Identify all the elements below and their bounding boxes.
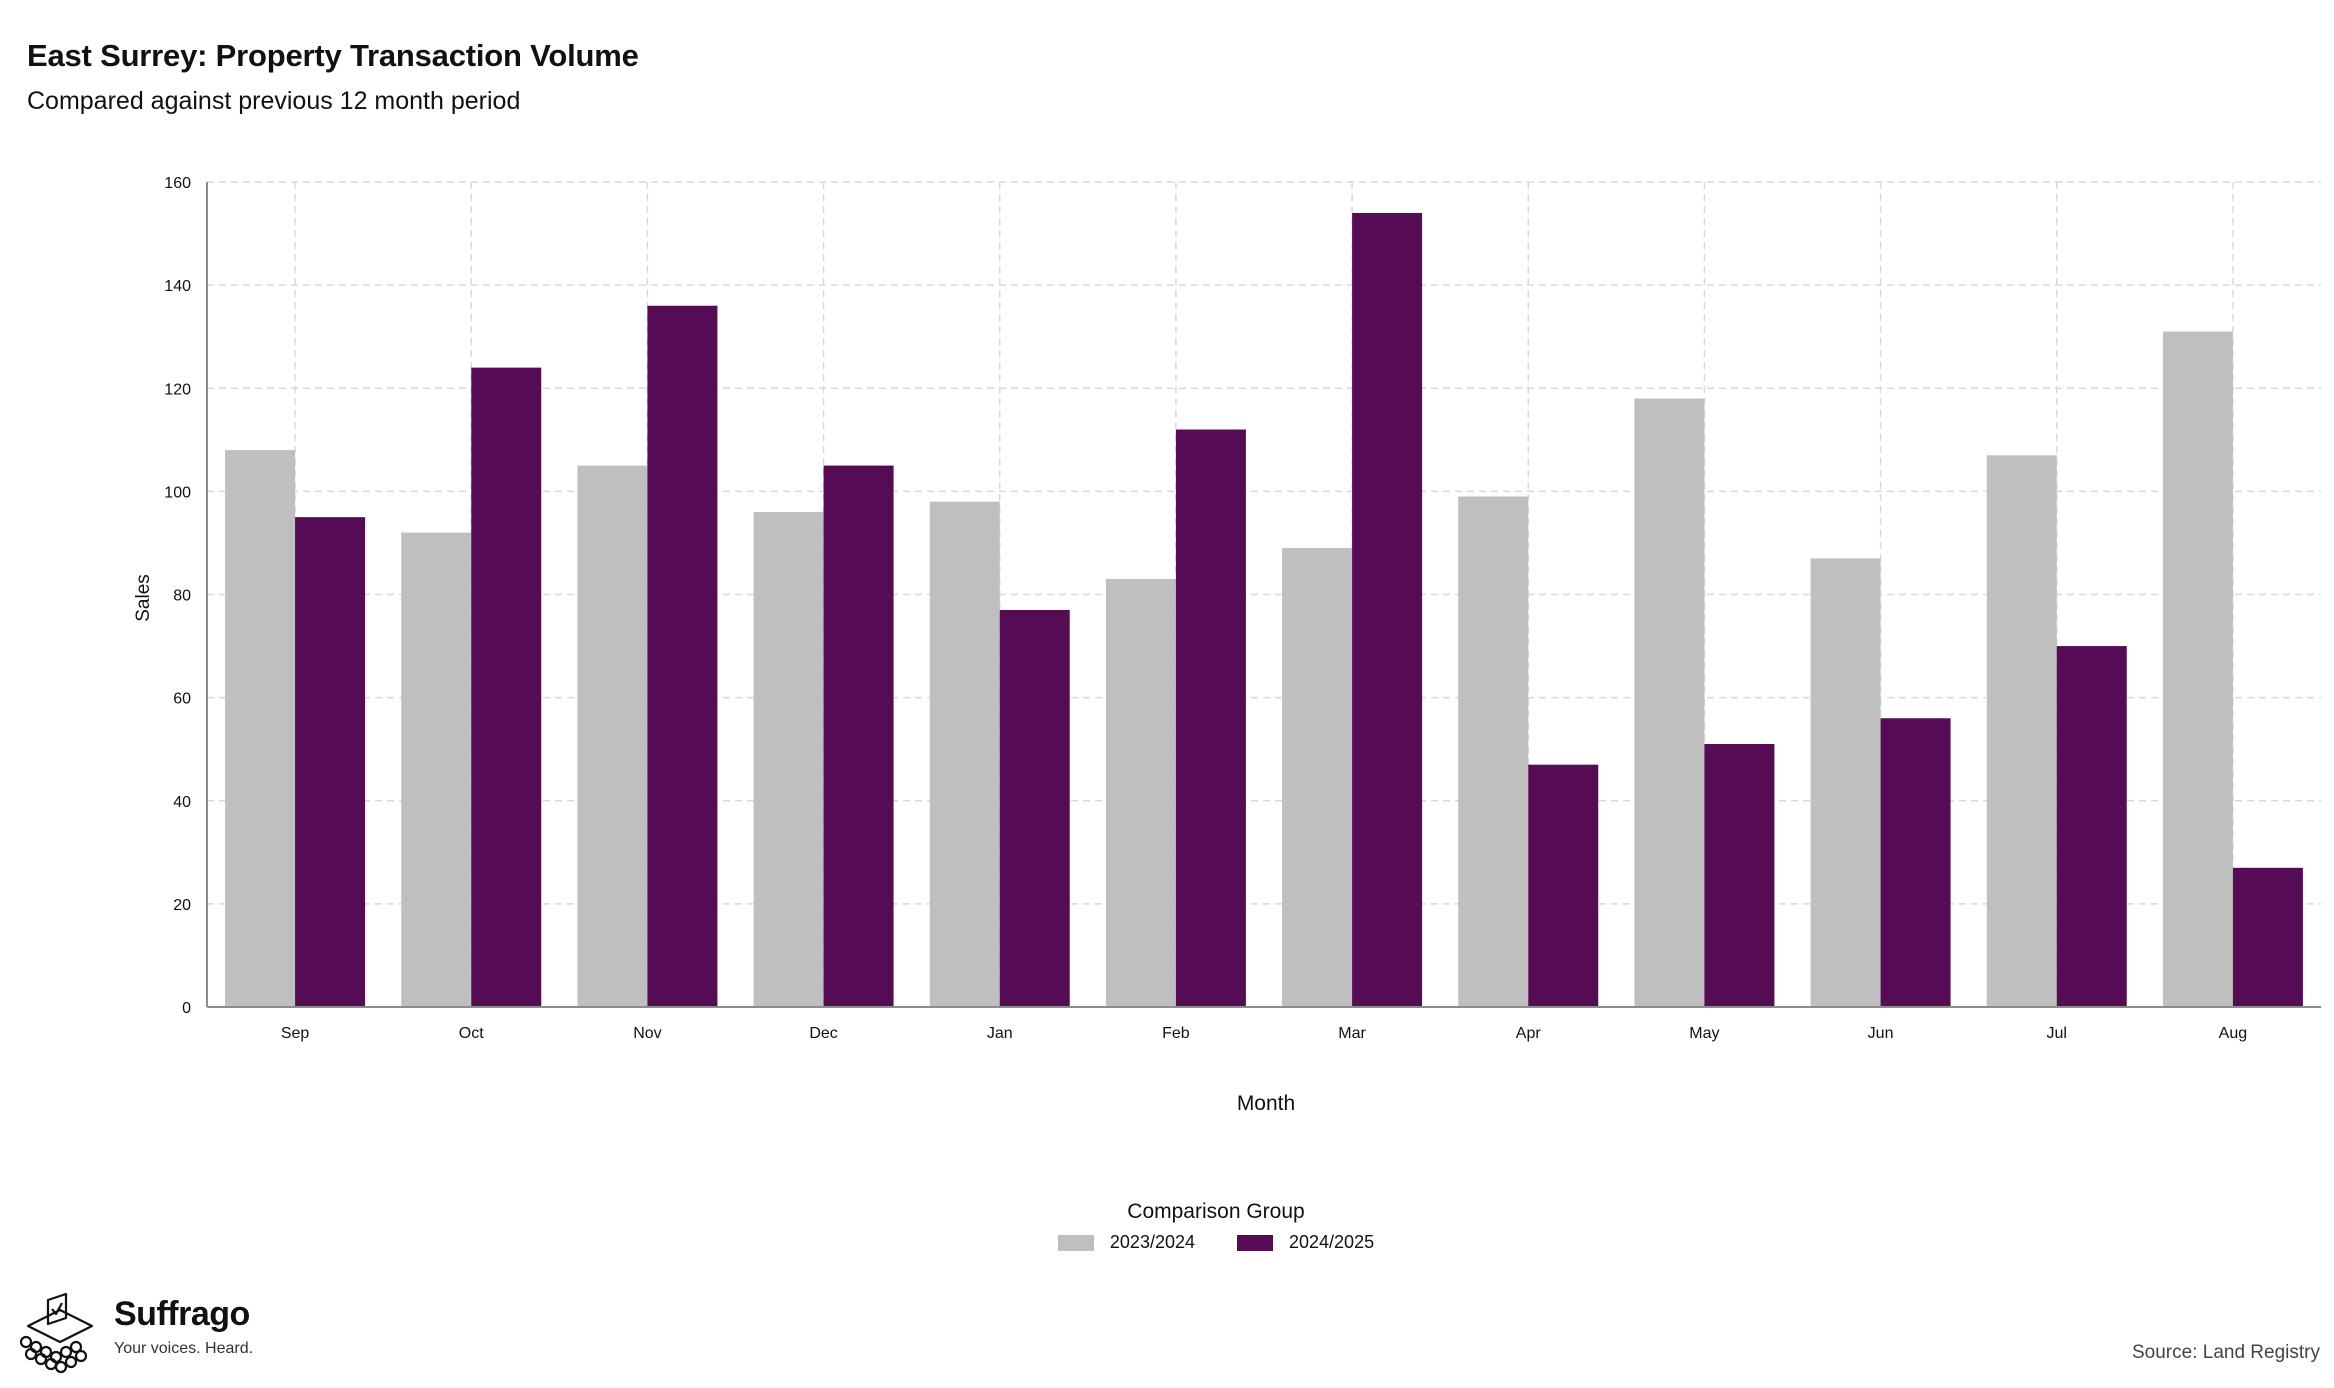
legend-items: 2023/2024 2024/2025 bbox=[98, 1232, 2334, 1253]
bar-2023-2024-nov bbox=[577, 465, 648, 1007]
legend-swatch-2023-2024 bbox=[1057, 1234, 1094, 1251]
x-tick-label: Jun bbox=[1868, 1025, 1894, 1042]
bar-2024-2025-jun bbox=[1880, 718, 1951, 1007]
bar-2024-2025-feb bbox=[1175, 429, 1246, 1007]
bar-2023-2024-dec bbox=[753, 512, 824, 1007]
brand-name: Suffrago bbox=[114, 1295, 250, 1333]
y-tick-label: 140 bbox=[164, 278, 191, 295]
bar-2024-2025-may bbox=[1704, 744, 1775, 1007]
x-axis-title: Month bbox=[1237, 1092, 1295, 1115]
x-tick-label: Mar bbox=[1338, 1025, 1366, 1042]
ballot-box-crowd-icon bbox=[19, 1292, 94, 1374]
x-tick-label: Aug bbox=[2219, 1025, 2247, 1042]
bar-2023-2024-jan bbox=[929, 501, 1000, 1007]
bar-2024-2025-sep bbox=[295, 517, 366, 1007]
brand-tagline: Your voices. Heard. bbox=[114, 1340, 254, 1357]
bar-2023-2024-apr bbox=[1458, 496, 1529, 1007]
bar-2023-2024-mar bbox=[1282, 548, 1353, 1007]
bars bbox=[225, 212, 2303, 1007]
x-tick-label: Feb bbox=[1162, 1025, 1190, 1042]
y-tick-label: 60 bbox=[173, 691, 191, 708]
bar-2024-2025-oct bbox=[471, 367, 542, 1007]
bar-2023-2024-sep bbox=[225, 450, 296, 1007]
chart-title: East Surrey: Property Transaction Volume bbox=[27, 38, 639, 73]
x-tick-label: Nov bbox=[633, 1025, 661, 1042]
brand-logo: Suffrago Your voices. Heard. bbox=[14, 1292, 253, 1374]
legend-swatch-2024-2025 bbox=[1237, 1234, 1273, 1251]
y-tick-label: 100 bbox=[164, 484, 191, 501]
legend-label-2024-2025: 2024/2025 bbox=[1289, 1232, 1375, 1252]
bar-2024-2025-nov bbox=[647, 305, 718, 1007]
legend-label-2023-2024: 2023/2024 bbox=[1109, 1232, 1195, 1252]
legend-item-2024-2025: 2024/2025 bbox=[1237, 1232, 1374, 1253]
bar-chart: 0 20 40 60 80 100 120 140 160 Sep Oct Nov Dec Jan Feb M… bbox=[133, 175, 2321, 1115]
bar-2024-2025-jul bbox=[2056, 646, 2127, 1007]
bar-2024-2025-aug bbox=[2232, 867, 2303, 1007]
bar-2024-2025-dec bbox=[823, 465, 894, 1007]
y-tick-label: 0 bbox=[182, 1000, 191, 1017]
chart-subtitle: Compared against previous 12 month perio… bbox=[27, 87, 521, 115]
legend-title: Comparison Group bbox=[1127, 1200, 1305, 1223]
y-tick-label: 120 bbox=[164, 381, 191, 398]
x-tick-label: Sep bbox=[281, 1025, 310, 1042]
bar-2024-2025-mar bbox=[1352, 212, 1423, 1007]
x-tick-label: Jan bbox=[987, 1025, 1013, 1042]
x-tick-label: May bbox=[1689, 1025, 1719, 1042]
x-tick-label: Dec bbox=[809, 1025, 837, 1042]
bar-2023-2024-jul bbox=[1986, 455, 2057, 1007]
bar-2023-2024-aug bbox=[2162, 331, 2233, 1007]
x-tick-label: Oct bbox=[459, 1025, 484, 1042]
source-note: Source: Land Registry bbox=[2132, 1342, 2320, 1363]
axes: 0 20 40 60 80 100 120 140 160 Sep Oct Nov Dec Jan Feb M… bbox=[164, 175, 2321, 1042]
y-tick-label: 80 bbox=[173, 588, 191, 605]
bar-2024-2025-apr bbox=[1528, 764, 1599, 1007]
bar-2023-2024-oct bbox=[401, 532, 472, 1007]
bar-2023-2024-jun bbox=[1810, 558, 1881, 1007]
legend: Comparison Group 2023/2024 2024/2025 bbox=[0, 1200, 2334, 1253]
x-tick-label: Apr bbox=[1516, 1025, 1542, 1042]
x-tick-label: Jul bbox=[2047, 1025, 2067, 1042]
y-tick-label: 40 bbox=[173, 794, 191, 811]
y-tick-label: 160 bbox=[164, 175, 191, 192]
bar-2024-2025-jan bbox=[999, 609, 1070, 1007]
bar-2023-2024-may bbox=[1634, 398, 1705, 1007]
legend-item-2023-2024: 2023/2024 bbox=[1057, 1232, 1195, 1253]
bar-2023-2024-feb bbox=[1105, 579, 1176, 1007]
y-axis-title: Sales bbox=[133, 574, 154, 622]
y-tick-label: 20 bbox=[173, 897, 191, 914]
